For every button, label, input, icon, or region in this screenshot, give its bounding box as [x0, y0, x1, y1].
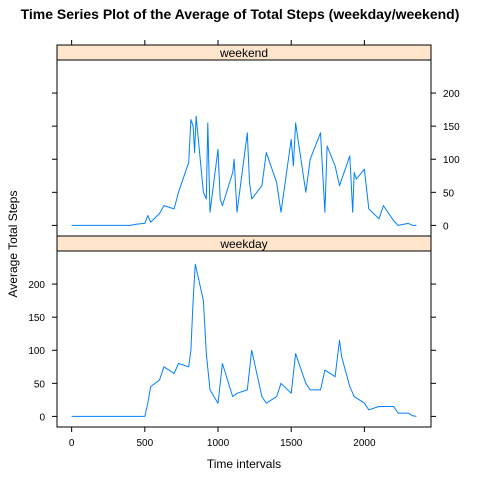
chart-title: Time Series Plot of the Average of Total…	[21, 6, 460, 22]
y-tick-label-weekend: 200	[443, 89, 460, 100]
y-tick-label-weekday: 100	[28, 346, 45, 357]
y-tick-label-weekday: 50	[34, 379, 46, 390]
y-tick-label-weekend: 0	[443, 221, 449, 232]
y-tick-label-weekday: 0	[39, 412, 45, 423]
frame-weekend	[56, 59, 432, 237]
strip-label-weekend: weekend	[219, 46, 268, 60]
x-axis-label: Time intervals	[207, 457, 281, 471]
panel-weekend-ticks	[52, 40, 436, 226]
strip-label-weekday: weekday	[219, 237, 267, 251]
panel-weekend: weekend	[52, 40, 436, 237]
x-tick-label: 1000	[207, 438, 230, 449]
x-tick-label: 500	[136, 438, 153, 449]
tick-labels: 0 500 1000 1500 2000 0 0 50 50 100 100 150 150 200 200	[28, 89, 460, 449]
y-tick-label-weekend: 50	[443, 188, 455, 199]
x-tick-label: 2000	[353, 438, 376, 449]
y-axis-label: Average Total Steps	[6, 191, 20, 298]
x-tick-label: 1500	[280, 438, 303, 449]
panel-weekday: weekday	[52, 235, 436, 432]
x-tick-label: 0	[69, 438, 75, 449]
frame-weekday	[56, 250, 432, 428]
y-tick-label-weekend: 150	[443, 122, 460, 133]
panel-weekday-ticks	[52, 283, 436, 432]
y-tick-label-weekday: 150	[28, 313, 45, 324]
series-line-weekend	[71, 115, 417, 226]
y-tick-label-weekday: 200	[28, 280, 45, 291]
y-tick-label-weekend: 100	[443, 155, 460, 166]
series-line-weekday	[71, 263, 417, 417]
